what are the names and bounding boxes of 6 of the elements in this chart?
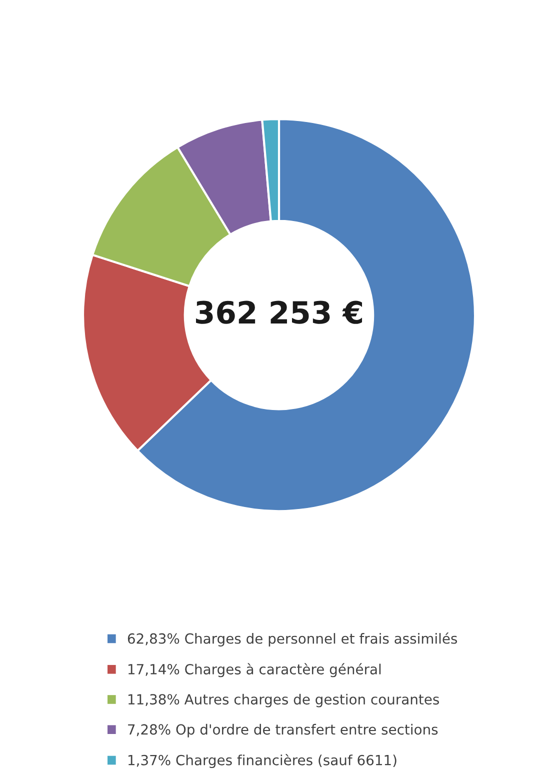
text: 362 253 € — [196, 300, 362, 324]
legend-label: 7,28% Op d'ordre de transfert entre sections — [128, 724, 438, 738]
legend-label: 1,37% Charges financières (sauf 6611) — [128, 754, 396, 768]
legend-label: 17,14% Charges à caractère général — [128, 663, 381, 678]
legend-label: 11,38% Autres charges de gestion courantes — [128, 694, 439, 708]
legend-label: 62,83% Charges de personnel et frais assimilés — [128, 632, 458, 646]
